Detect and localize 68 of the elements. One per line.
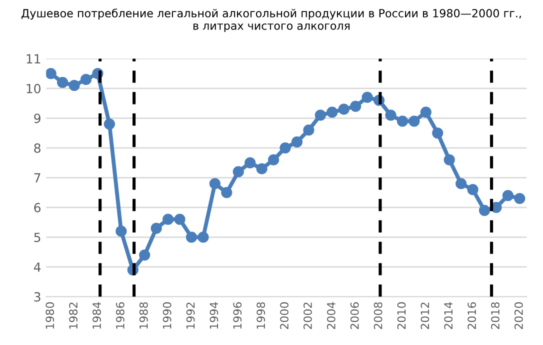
point [57, 76, 68, 88]
point [326, 106, 338, 118]
point [408, 116, 420, 127]
point [303, 124, 314, 136]
x-tick-label: 2010 [397, 302, 406, 330]
point [314, 110, 326, 121]
point [80, 74, 92, 86]
x-tick-label: 2006 [350, 302, 359, 330]
point [420, 106, 432, 118]
y-tick-label: 7 [34, 173, 40, 182]
point [467, 184, 478, 196]
point [514, 192, 526, 204]
x-tick-label: 2014 [444, 302, 453, 330]
x-tick-label: 2018 [491, 302, 500, 330]
point [221, 186, 232, 198]
x-tick-label: 1990 [162, 302, 172, 329]
y-tick-label: 8 [34, 143, 40, 153]
point [209, 178, 220, 190]
y-tick-label: 11 [26, 54, 40, 64]
point [116, 226, 127, 237]
point [502, 190, 514, 202]
x-tick-label: 1996 [233, 302, 242, 329]
point [478, 204, 490, 216]
point [68, 80, 80, 91]
x-tick-label: 2000 [280, 302, 288, 330]
x-tick-label: 1998 [256, 302, 266, 329]
x-tick-label: 2020 [514, 302, 523, 330]
point [198, 232, 209, 243]
point [186, 232, 198, 243]
chart-title: Душевое потребление легальной алкогольной продукции в России в 1980—2000 гг., в литрах чистого алкоголя [22, 8, 521, 32]
point [256, 163, 268, 174]
point [456, 178, 467, 190]
point [268, 154, 280, 166]
x-tick-label: 2012 [420, 302, 430, 330]
point [46, 68, 56, 80]
x-tick-label: 1986 [116, 302, 124, 329]
point [432, 127, 444, 139]
point [174, 214, 186, 225]
x-tick-label: 1984 [92, 302, 101, 329]
x-tick-label: 2002 [304, 302, 312, 330]
x-tick-label: 1988 [139, 302, 148, 329]
x-tick-label: 2008 [374, 302, 382, 330]
point [280, 142, 291, 154]
x-tick-label: 2004 [326, 302, 336, 330]
point [338, 104, 350, 115]
point [104, 118, 116, 130]
y-tick-label: 5 [34, 232, 40, 242]
point [139, 249, 150, 261]
y-tick-label: 6 [34, 202, 41, 212]
y-tick-label: 4 [34, 262, 41, 272]
point [291, 136, 303, 148]
point [244, 157, 256, 168]
x-tick-label: 2016 [468, 302, 476, 330]
x-tick-label: 1992 [186, 302, 195, 329]
x-tick-label: 1982 [69, 302, 78, 329]
point [162, 214, 174, 225]
y-tick-label: 3 [34, 292, 40, 302]
x-tick-label: 1994 [210, 302, 218, 329]
x-tick-label: 1980 [46, 302, 54, 329]
point [396, 116, 408, 127]
y-tick-label: 9 [34, 114, 40, 124]
point [150, 222, 162, 234]
point [444, 154, 455, 166]
point [350, 100, 362, 112]
point [385, 110, 396, 121]
point [362, 92, 373, 103]
point [232, 166, 244, 178]
y-tick-label: 10 [26, 84, 40, 94]
